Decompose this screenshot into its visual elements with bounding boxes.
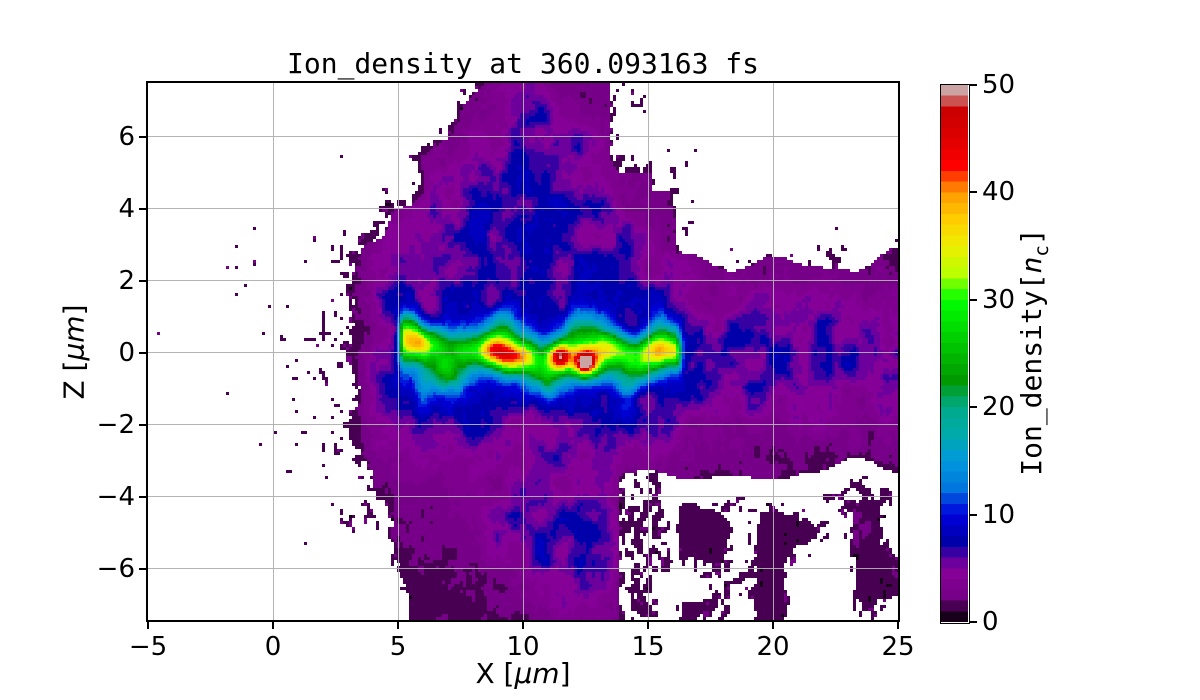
y-tick-label: 2 (118, 265, 135, 296)
y-tick-label: 4 (118, 193, 135, 224)
grid-line-x (272, 83, 274, 620)
colorbar-canvas (940, 84, 968, 622)
grid-line-z (148, 280, 898, 282)
colorbar-tick-label: 10 (982, 499, 1016, 530)
grid-line-x (647, 83, 649, 620)
colorbar-tick (969, 84, 977, 86)
grid-line-z (148, 568, 898, 570)
x-axis-tick (272, 622, 274, 629)
x-axis-tick (522, 622, 524, 629)
y-axis-tick (139, 279, 146, 282)
y-axis-label-text: Z [ (57, 360, 91, 400)
y-axis-unit: μm (57, 315, 91, 361)
spine-right (898, 81, 900, 622)
grid-line-z (148, 136, 898, 138)
y-tick-label: 0 (118, 337, 135, 368)
spine-bottom (146, 620, 900, 622)
y-tick-label: −4 (96, 481, 135, 512)
colorbar-tick (969, 621, 977, 623)
x-tick-label: 20 (756, 632, 790, 662)
y-axis-tick (139, 351, 146, 354)
y-tick-label: −6 (96, 553, 135, 584)
y-tick-label: −2 (96, 409, 135, 440)
y-axis-tick (139, 207, 146, 210)
colorbar-label-symbol: n (1015, 256, 1049, 274)
y-axis-tick (139, 495, 146, 498)
spine-top (146, 81, 900, 83)
colorbar-tick-label: 0 (982, 607, 999, 637)
grid-line-z (148, 208, 898, 210)
colorbar-tick-label: 50 (982, 70, 1016, 100)
x-axis-unit: μm (514, 657, 560, 690)
colorbar-tick-label: 30 (982, 284, 1016, 315)
x-tick-label: 5 (389, 632, 407, 662)
y-axis-tick (139, 567, 146, 570)
grid-line-z (148, 424, 898, 426)
grid-line-x (772, 83, 774, 620)
x-axis-label: X [μm] (475, 657, 571, 690)
plot-area: −5 0 5 10 15 20 25 6 4 2 0 −2 −4 −6 (97, 81, 915, 661)
y-tick-label: 6 (118, 121, 135, 152)
x-axis-tick (147, 622, 149, 629)
grid-line-x (397, 83, 399, 620)
spine-left (146, 81, 148, 622)
x-axis-label-text: X [ (475, 657, 515, 690)
x-tick-label: 10 (506, 632, 540, 662)
x-tick-label: 25 (881, 632, 915, 662)
x-axis-tick (647, 622, 649, 629)
x-tick-label: 15 (631, 632, 665, 662)
y-axis-tick (139, 135, 146, 138)
colorbar-label: Ion_density[nc] (1015, 228, 1053, 476)
grid-line-x (522, 83, 524, 620)
x-tick-label: −5 (128, 632, 168, 662)
y-axis-tick (139, 423, 146, 426)
x-axis-tick (772, 622, 774, 629)
grid-line-z (148, 352, 898, 354)
colorbar-tick-label: 20 (982, 392, 1016, 423)
y-axis-label: Z [μm] (57, 304, 91, 400)
x-axis-tick (897, 622, 899, 629)
chart-title: Ion_density at 360.093163 fs (286, 47, 760, 80)
colorbar (939, 83, 970, 624)
colorbar-tick (969, 191, 977, 194)
colorbar-tick (969, 298, 977, 301)
x-axis-tick (397, 622, 399, 629)
colorbar-tick-label: 40 (982, 177, 1016, 208)
colorbar-tick (969, 513, 977, 516)
grid-line-z (148, 496, 898, 498)
x-tick-label: 0 (264, 632, 282, 662)
colorbar-tick (969, 406, 977, 409)
